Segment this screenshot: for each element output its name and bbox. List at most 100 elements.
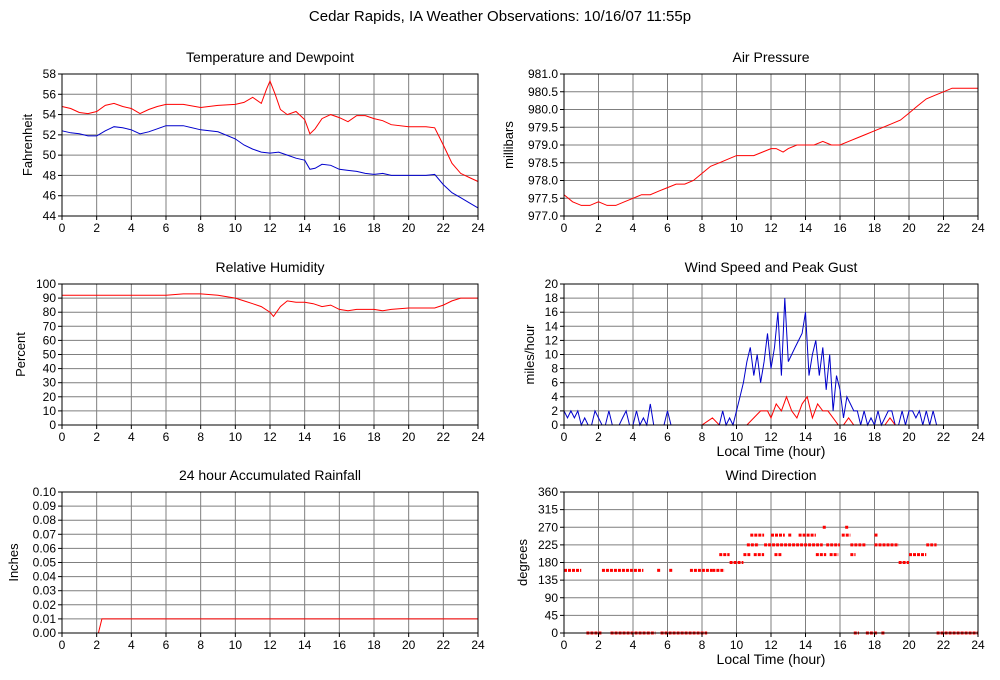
rain-chart: 0 2 4 6 8 10 12 14 16 18 20 22 240.000.010.020.030.0… bbox=[6, 467, 485, 652]
humidity-xtick-label: 0 bbox=[59, 430, 66, 444]
wind-ytick-label: 14 bbox=[545, 319, 559, 333]
humidity-ytick-label: 0 bbox=[49, 418, 56, 432]
direction-ytick-label: 135 bbox=[538, 573, 558, 587]
temp-xtick-label: 0 bbox=[59, 221, 66, 235]
temp-xtick-label: 14 bbox=[298, 221, 312, 235]
rain-title: 24 hour Accumulated Rainfall bbox=[179, 467, 361, 483]
wind-xtick-label: 10 bbox=[730, 430, 744, 444]
temp-xtick-label: 8 bbox=[197, 221, 204, 235]
rain-xtick-label: 24 bbox=[471, 638, 485, 652]
direction-xtick-label: 22 bbox=[937, 638, 951, 652]
wind-xtick-label: 2 bbox=[595, 430, 602, 444]
temp-ylabel: Fahrenheit bbox=[20, 114, 35, 177]
rain-xtick-label: 16 bbox=[333, 638, 347, 652]
humidity-xtick-label: 22 bbox=[437, 430, 451, 444]
humidity-ytick-label: 30 bbox=[43, 376, 57, 390]
direction-xtick-label: 12 bbox=[764, 638, 778, 652]
temp-xtick-label: 4 bbox=[128, 221, 135, 235]
temp-title: Temperature and Dewpoint bbox=[186, 49, 354, 65]
direction-xtick-label: 0 bbox=[561, 638, 568, 652]
temp-ytick-label: 58 bbox=[43, 67, 57, 81]
pressure-xtick-label: 6 bbox=[664, 221, 671, 235]
humidity-xtick-label: 2 bbox=[93, 430, 100, 444]
pressure-title: Air Pressure bbox=[732, 49, 809, 65]
wind-ytick-label: 6 bbox=[551, 376, 558, 390]
direction-ytick-label: 270 bbox=[538, 520, 558, 534]
temp-ytick-label: 52 bbox=[43, 128, 57, 142]
direction-ytick-label: 0 bbox=[551, 626, 558, 640]
direction-ytick-label: 180 bbox=[538, 556, 558, 570]
pressure-ylabel: millibars bbox=[501, 121, 516, 169]
wind-ytick-label: 2 bbox=[551, 404, 558, 418]
wind-title: Wind Speed and Peak Gust bbox=[685, 259, 858, 275]
humidity-xtick-label: 10 bbox=[229, 430, 243, 444]
temp-chart: 0 2 4 6 8 10 12 14 16 18 20 22 244446485052545658Tem… bbox=[20, 49, 485, 235]
direction-ytick-label: 360 bbox=[538, 485, 558, 499]
temp-series-red-line bbox=[61, 79, 479, 182]
humidity-xtick-label: 18 bbox=[367, 430, 381, 444]
pressure-xtick-label: 4 bbox=[630, 221, 637, 235]
temp-xtick-label: 16 bbox=[333, 221, 347, 235]
wind-chart: 0 2 4 6 8 10 12 14 16 18 20 22 2402468101214161820Wi… bbox=[522, 259, 985, 459]
humidity-xtick-label: 16 bbox=[333, 430, 347, 444]
pressure-xtick-label: 18 bbox=[868, 221, 882, 235]
direction-xtick-label: 14 bbox=[799, 638, 813, 652]
wind-xtick-label: 14 bbox=[799, 430, 813, 444]
temp-xtick-label: 22 bbox=[437, 221, 451, 235]
direction-xtick-label: 6 bbox=[664, 638, 671, 652]
temp-xtick-label: 10 bbox=[229, 221, 243, 235]
temp-ytick-label: 56 bbox=[43, 87, 57, 101]
pressure-ytick-label: 979.0 bbox=[528, 138, 558, 152]
pressure-ytick-label: 978.5 bbox=[528, 156, 558, 170]
humidity-xtick-label: 4 bbox=[128, 430, 135, 444]
humidity-series-red-line bbox=[62, 293, 478, 318]
humidity-xtick-label: 24 bbox=[471, 430, 485, 444]
rain-xtick-label: 0 bbox=[59, 638, 66, 652]
rain-xtick-label: 8 bbox=[197, 638, 204, 652]
temp-xtick-label: 12 bbox=[263, 221, 277, 235]
humidity-ytick-label: 10 bbox=[43, 404, 57, 418]
humidity-ytick-label: 50 bbox=[43, 348, 57, 362]
pressure-chart: 0 2 4 6 8 10 12 14 16 18 20 22 24977.0977.5978.0978.… bbox=[501, 49, 985, 235]
direction-ytick-label: 90 bbox=[545, 591, 559, 605]
wind-ylabel: miles/hour bbox=[522, 324, 537, 385]
rain-xtick-label: 2 bbox=[93, 638, 100, 652]
pressure-ytick-label: 978.0 bbox=[528, 174, 558, 188]
humidity-ytick-label: 100 bbox=[36, 277, 56, 291]
rain-xtick-label: 22 bbox=[437, 638, 451, 652]
humidity-chart: 0 2 4 6 8 10 12 14 16 18 20 22 240102030405060708090… bbox=[13, 259, 485, 444]
wind-xtick-label: 0 bbox=[561, 430, 568, 444]
wind-xtick-label: 22 bbox=[937, 430, 951, 444]
direction-chart: 0 2 4 6 8 10 12 14 16 18 20 22 240459013518022527031… bbox=[515, 467, 985, 667]
wind-xtick-label: 16 bbox=[833, 430, 847, 444]
wind-xlabel: Local Time (hour) bbox=[717, 443, 826, 459]
pressure-ytick-label: 977.5 bbox=[528, 191, 558, 205]
rain-xtick-label: 12 bbox=[263, 638, 277, 652]
rain-xtick-label: 14 bbox=[298, 638, 312, 652]
temp-xtick-label: 18 bbox=[367, 221, 381, 235]
wind-ytick-label: 0 bbox=[551, 418, 558, 432]
rain-ytick-label: 0.01 bbox=[33, 612, 57, 626]
wind-xtick-label: 6 bbox=[664, 430, 671, 444]
rain-ytick-label: 0.06 bbox=[33, 541, 57, 555]
humidity-xtick-label: 12 bbox=[263, 430, 277, 444]
wind-ytick-label: 4 bbox=[551, 390, 558, 404]
pressure-xtick-label: 2 bbox=[595, 221, 602, 235]
pressure-xtick-label: 16 bbox=[833, 221, 847, 235]
rain-ytick-label: 0.07 bbox=[33, 527, 57, 541]
direction-xtick-label: 16 bbox=[833, 638, 847, 652]
temp-xtick-label: 2 bbox=[93, 221, 100, 235]
wind-xtick-label: 12 bbox=[764, 430, 778, 444]
temp-ytick-label: 48 bbox=[43, 168, 57, 182]
temp-ytick-label: 44 bbox=[43, 209, 57, 223]
temp-xtick-label: 24 bbox=[471, 221, 485, 235]
direction-xtick-label: 20 bbox=[902, 638, 916, 652]
rain-ytick-label: 0.03 bbox=[33, 584, 57, 598]
pressure-ytick-label: 980.0 bbox=[528, 103, 558, 117]
direction-ytick-label: 225 bbox=[538, 538, 558, 552]
pressure-xtick-label: 8 bbox=[699, 221, 706, 235]
humidity-xtick-label: 20 bbox=[402, 430, 416, 444]
direction-xtick-label: 18 bbox=[868, 638, 882, 652]
pressure-ytick-label: 980.5 bbox=[528, 85, 558, 99]
pressure-xtick-label: 12 bbox=[764, 221, 778, 235]
